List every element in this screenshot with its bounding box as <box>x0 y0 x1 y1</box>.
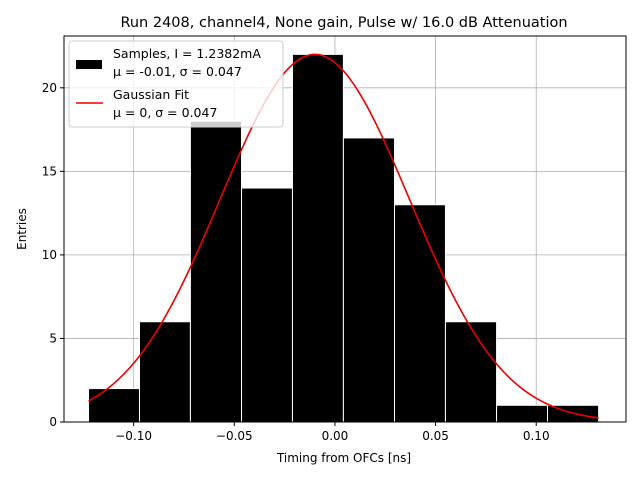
y-tick-label-4: 20 <box>42 81 57 95</box>
legend: Samples, I = 1.2382mA μ = -0.01, σ = 0.0… <box>68 40 284 128</box>
y-tick-label-0: 0 <box>49 415 57 429</box>
x-axis-label: Timing from OFCs [ns] <box>276 451 411 465</box>
x-tick-label-0: −0.10 <box>115 429 152 443</box>
legend-fit-line2: μ = 0, σ = 0.047 <box>113 105 217 120</box>
y-tick-label-2: 10 <box>42 248 57 262</box>
legend-fit-line1: Gaussian Fit <box>113 87 189 102</box>
histogram-bar-8 <box>496 404 548 423</box>
y-tick-label-1: 5 <box>49 331 57 345</box>
gaussian-fit-line <box>88 53 599 419</box>
y-tick-label-3: 15 <box>42 164 57 178</box>
y-axis-label: Entries <box>15 208 29 250</box>
x-axis-ticks: −0.10 −0.05 0.00 0.05 0.10 <box>115 422 550 443</box>
legend-swatch-samples <box>76 60 102 69</box>
x-tick-label-3: 0.05 <box>422 429 449 443</box>
legend-samples-line1: Samples, I = 1.2382mA <box>113 46 261 61</box>
histogram-bar-0 <box>88 388 140 423</box>
x-tick-label-2: 0.00 <box>322 429 349 443</box>
legend-samples-line2: μ = -0.01, σ = 0.047 <box>113 64 242 79</box>
chart-title: Run 2408, channel4, None gain, Pulse w/ … <box>120 15 567 31</box>
x-tick-label-4: 0.10 <box>523 429 550 443</box>
histogram-bar-3 <box>241 187 293 423</box>
histogram-bar-1 <box>138 321 191 423</box>
histogram-bar-6 <box>394 204 446 423</box>
histogram-bar-5 <box>342 137 396 423</box>
histogram-bar-7 <box>444 321 498 423</box>
x-tick-label-1: −0.05 <box>216 429 253 443</box>
legend-box <box>68 40 284 128</box>
y-axis-ticks: 0 5 10 15 20 <box>42 81 64 429</box>
histogram-bar-4 <box>291 53 344 423</box>
plot-frame <box>63 35 627 423</box>
